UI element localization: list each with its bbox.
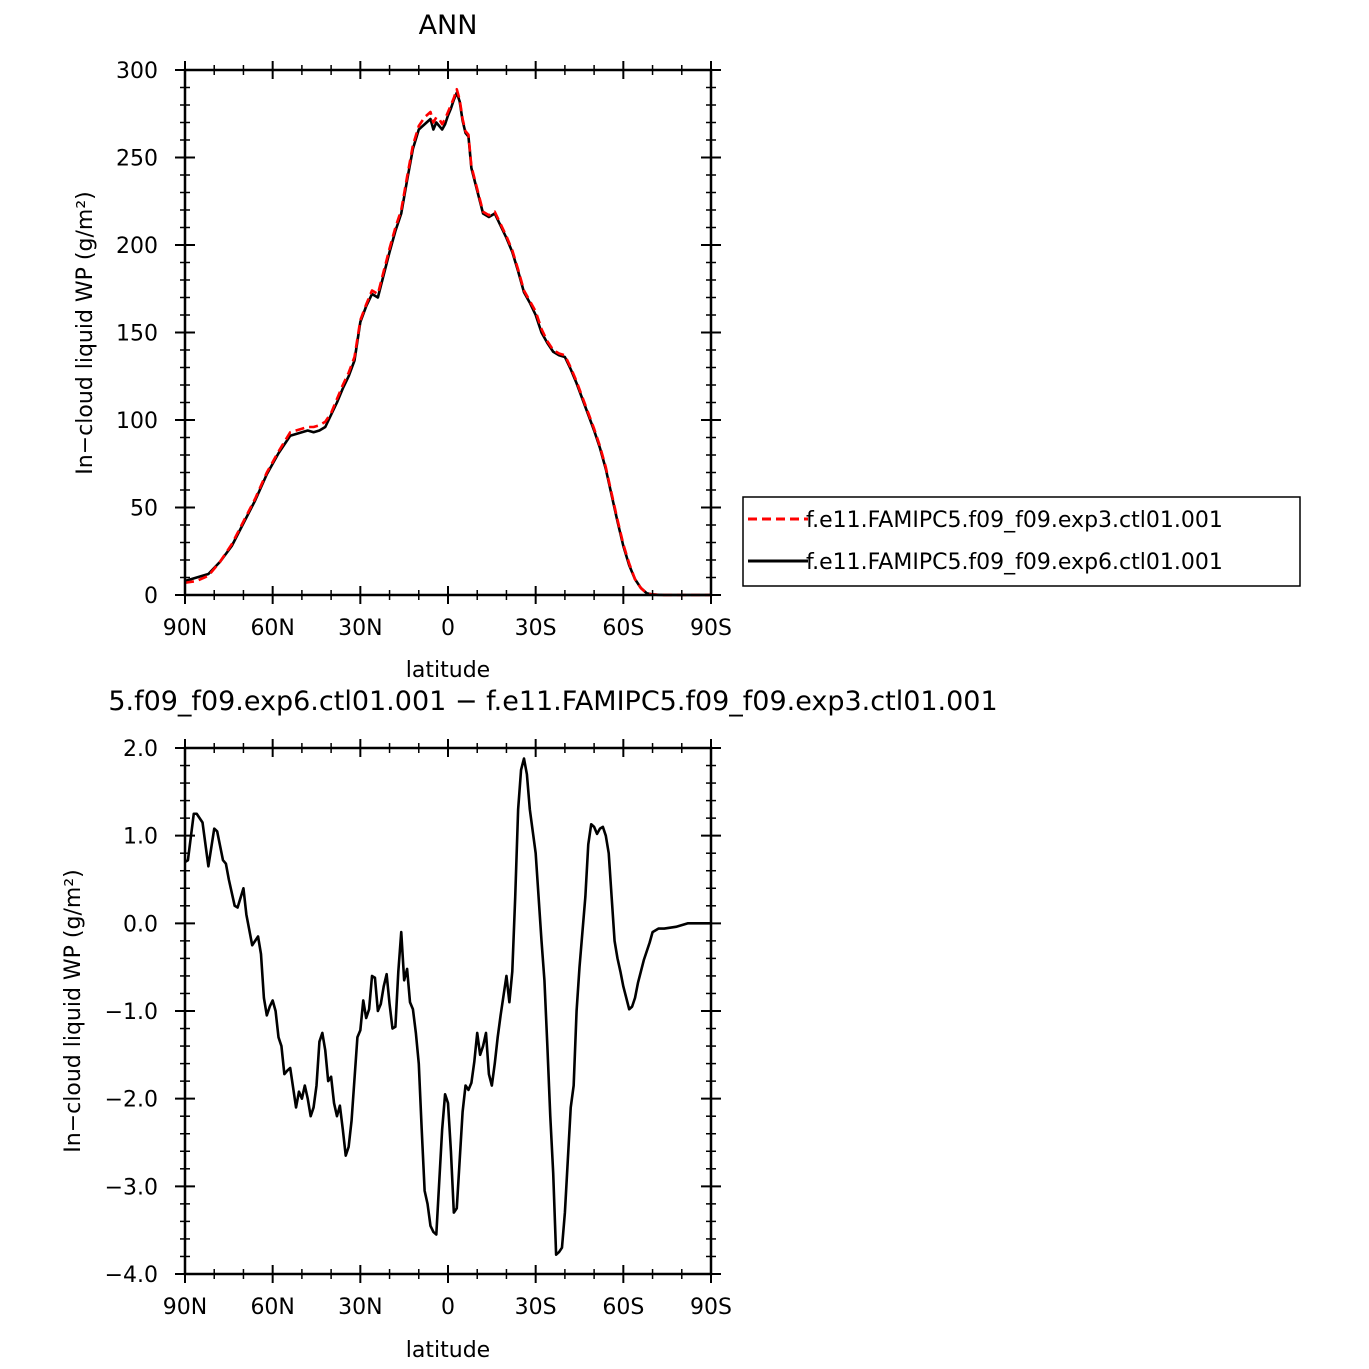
y-tick-label: 2.0 [123,737,158,762]
y-tick-label: −4.0 [105,1263,158,1288]
y-tick-label: 200 [116,234,158,259]
x-tick-label: 90S [690,1295,732,1320]
y-tick-label: 0.0 [123,912,158,937]
x-tick-label: 90N [163,616,207,641]
x-tick-label: 60S [602,616,644,641]
top-plot-frame [183,68,713,597]
x-tick-label: 60N [250,1295,294,1320]
bottom-chart-title: 5.f09_f09.exp6.ctl01.001 − f.e11.FAMIPC5… [108,686,997,717]
x-tick-label: 60S [602,1295,644,1320]
x-tick-label: 90S [690,616,732,641]
x-tick-label: 30S [515,1295,557,1320]
bot-series-line-0 [184,757,711,1257]
y-tick-label: 1.0 [123,825,158,850]
legend-label-exp3: f.e11.FAMIPC5.f09_f09.exp3.ctl01.001 [806,508,1223,533]
x-tick-label: 0 [441,616,455,641]
y-tick-label: −1.0 [105,1000,158,1025]
bottom-chart-panel: 5.f09_f09.exp6.ctl01.001 − f.e11.FAMIPC5… [61,686,998,1363]
x-tick-label: 90N [163,1295,207,1320]
y-tick-label: 100 [116,409,158,434]
y-tick-label: 300 [116,59,158,84]
bottom-x-axis-label: latitude [406,1338,490,1363]
x-tick-label: 30S [515,616,557,641]
y-tick-label: 250 [116,147,158,172]
y-tick-label: −3.0 [105,1175,158,1200]
y-tick-label: −2.0 [105,1088,158,1113]
legend-label-exp6: f.e11.FAMIPC5.f09_f09.exp6.ctl01.001 [806,550,1223,575]
top-chart-title: ANN [419,10,478,41]
x-tick-label: 0 [441,1295,455,1320]
y-tick-label: 150 [116,322,158,347]
x-tick-label: 60N [250,616,294,641]
bottom-y-axis-label: In−cloud liquid WP (g/m²) [61,869,86,1152]
y-tick-label: 0 [144,584,158,609]
legend-box [742,496,1301,587]
legend: f.e11.FAMIPC5.f09_f09.exp3.ctl01.001 f.e… [742,496,1301,587]
x-tick-label: 30N [338,1295,382,1320]
x-tick-label: 30N [338,616,382,641]
top-chart-panel: ANN 90N 60N 30N 0 30S 60S 90S 0 50 100 150 200 250 3… [73,10,732,683]
top-series-line-1 [184,91,711,597]
top-y-axis-label: In−cloud liquid WP (g/m²) [73,191,98,474]
top-series-line-0 [184,87,711,597]
top-x-axis-label: latitude [406,658,490,683]
y-tick-label: 50 [130,497,158,522]
bottom-plot-frame [183,746,713,1276]
